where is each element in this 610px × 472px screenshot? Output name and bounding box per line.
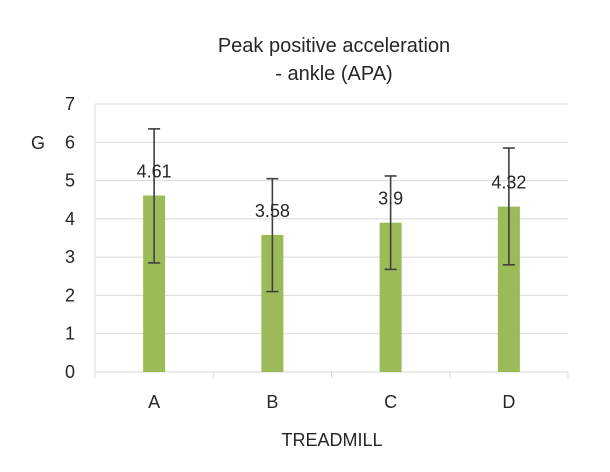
data-labels: 4.61 3.58 3.9 4.32 [137,162,527,221]
x-axis-title: TREADMILL [281,430,382,450]
x-tick-label-c: C [384,392,397,412]
gridlines [95,103,568,335]
bar-a [143,195,166,372]
bar-d [497,206,520,372]
axes [94,104,569,378]
y-tick-label: 5 [65,171,75,191]
y-tick-label: 0 [65,362,75,382]
data-label-a: 4.61 [137,162,172,182]
x-tick-label-d: D [502,392,515,412]
data-label-d: 4.32 [491,173,526,193]
bar-c [379,222,402,372]
error-bar-d [502,147,515,266]
y-tick-label: 7 [65,94,75,114]
error-bar-b [266,177,279,293]
chart-title-line-2: - ankle (APA) [275,63,392,85]
error-bars [148,128,515,293]
error-bar-c [384,175,397,271]
bar-b [261,234,284,372]
y-tick-label: 4 [65,209,75,229]
y-tick-labels: 0 1 2 3 4 5 6 7 [65,94,75,382]
data-label-b: 3.58 [255,201,290,221]
y-axis-title: G [31,133,45,153]
y-tick-label: 3 [65,247,75,267]
y-tick-label: 6 [65,132,75,152]
y-tick-label: 1 [65,324,75,344]
chart-title-line-1: Peak positive acceleration [218,35,450,57]
bars [143,195,520,372]
x-tick-label-a: A [148,392,160,412]
error-bar-a [148,128,161,264]
x-tick-labels: A B C D [148,392,515,412]
data-label-c: 3.9 [378,189,403,209]
y-tick-label: 2 [65,285,75,305]
x-tick-label-b: B [266,392,278,412]
